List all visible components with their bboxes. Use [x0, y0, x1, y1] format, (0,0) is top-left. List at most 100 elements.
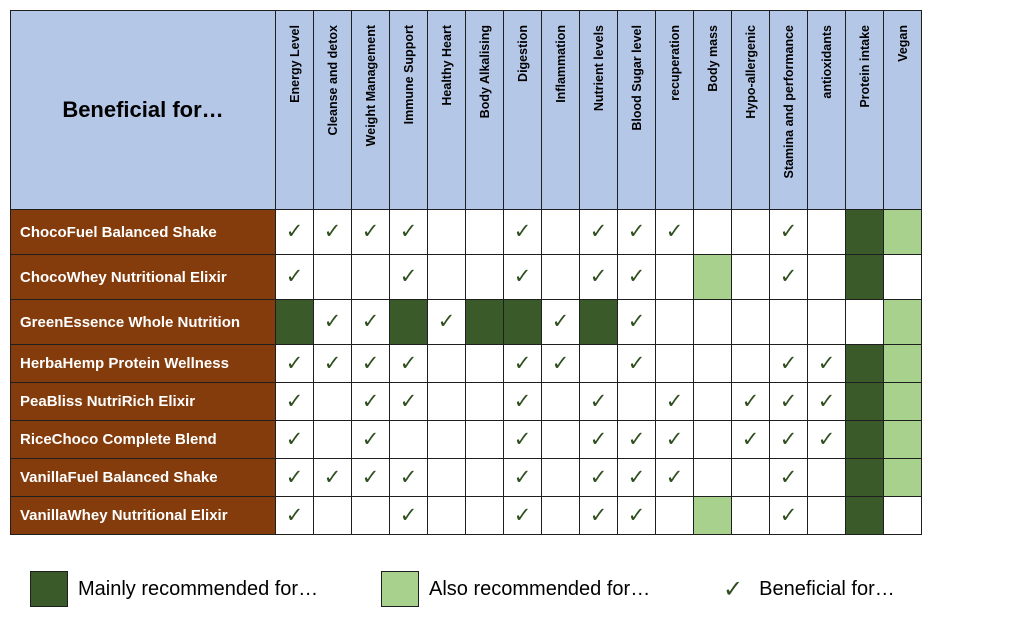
legend-item-check: ✓ Beneficial for…: [723, 569, 895, 609]
table-cell: [427, 209, 466, 255]
check-icon: ✓: [513, 389, 532, 413]
column-header: Cleanse and detox: [313, 10, 352, 210]
table-cell: ✓: [655, 420, 694, 459]
check-icon: ✓: [779, 220, 798, 243]
check-icon: ✓: [665, 220, 684, 243]
table-cell: ✓: [389, 344, 428, 383]
check-icon: ✓: [323, 351, 342, 375]
table-cell: ✓: [731, 420, 770, 459]
check-icon: ✓: [399, 389, 418, 413]
table-cell: ✓: [807, 420, 846, 459]
check-icon: ✓: [399, 265, 418, 288]
table-cell: [541, 458, 580, 497]
table-cell: [389, 420, 428, 459]
column-header-label: Cleanse and detox: [325, 25, 340, 136]
table-cell: ✓: [655, 458, 694, 497]
table-cell: ✓: [275, 209, 314, 255]
table-cell: ✓: [579, 458, 618, 497]
table-cell: [427, 344, 466, 383]
check-icon: ✓: [361, 351, 380, 375]
table-cell: [693, 299, 732, 345]
cell-also-recommended: [883, 458, 922, 497]
column-header-label: antioxidants: [819, 25, 834, 99]
product-name: HerbaHemp Protein Wellness: [10, 344, 276, 383]
check-icon: ✓: [741, 427, 760, 451]
check-icon: ✓: [437, 310, 456, 333]
table-cell: [541, 420, 580, 459]
table-cell: ✓: [617, 458, 656, 497]
table-cell: [617, 382, 656, 421]
check-icon: ✓: [399, 351, 418, 375]
table-cell: ✓: [617, 496, 656, 535]
column-header: Immune Support: [389, 10, 428, 210]
table-cell: ✓: [275, 344, 314, 383]
table-cell: [427, 458, 466, 497]
check-icon: ✓: [741, 389, 760, 413]
header-row: Beneficial for… Energy Level Cleanse and …: [10, 10, 922, 210]
column-header: Energy Level: [275, 10, 314, 210]
legend-label-also: Also recommended for…: [429, 577, 651, 600]
cell-mainly-recommended: [579, 299, 618, 345]
cell-also-recommended: [693, 254, 732, 300]
table-cell: [465, 420, 504, 459]
table-cell: ✓: [351, 382, 390, 421]
table-cell: ✓: [313, 344, 352, 383]
table-cell: ✓: [389, 209, 428, 255]
table-cell: [807, 496, 846, 535]
table-cell: [655, 344, 694, 383]
table-cell: [731, 344, 770, 383]
legend-item-also: Also recommended for…: [381, 569, 650, 609]
check-icon: ✓: [361, 389, 380, 413]
table-cell: ✓: [351, 299, 390, 345]
column-header: Blood Sugar level: [617, 10, 656, 210]
check-icon: ✓: [817, 389, 836, 413]
table-cell: ✓: [503, 254, 542, 300]
cell-also-recommended: [883, 209, 922, 255]
check-icon: ✓: [323, 465, 342, 489]
table-row: PeaBliss NutriRich Elixir ✓ ✓ ✓ ✓ ✓ ✓ ✓ ✓ ✓: [10, 382, 922, 421]
table-cell: ✓: [351, 344, 390, 383]
column-header: Body Alkalising: [465, 10, 504, 210]
cell-mainly-recommended: [845, 209, 884, 255]
table-cell: ✓: [541, 344, 580, 383]
check-icon: ✓: [627, 351, 646, 375]
check-icon: ✓: [361, 220, 380, 243]
table-cell: ✓: [807, 344, 846, 383]
table-cell: [313, 496, 352, 535]
check-icon: ✓: [627, 265, 646, 288]
check-icon: ✓: [513, 503, 532, 527]
column-header: Hypo-allergenic: [731, 10, 770, 210]
table-cell: [731, 209, 770, 255]
table-cell: ✓: [579, 209, 618, 255]
table-cell: ✓: [351, 458, 390, 497]
table-cell: ✓: [503, 496, 542, 535]
check-icon: ✓: [589, 427, 608, 451]
column-header-label: Healthy Heart: [439, 25, 454, 106]
check-icon: ✓: [513, 465, 532, 489]
table-cell: ✓: [769, 420, 808, 459]
table-cell: [541, 382, 580, 421]
table-cell: [693, 420, 732, 459]
column-header-label: Stamina and performance: [781, 25, 796, 179]
column-header-label: Weight Management: [363, 25, 378, 147]
table-cell: ✓: [655, 209, 694, 255]
check-icon: ✓: [627, 503, 646, 527]
check-icon: ✓: [285, 503, 304, 527]
check-icon: ✓: [399, 220, 418, 243]
table-cell: ✓: [655, 382, 694, 421]
column-header-label: Body mass: [705, 25, 720, 92]
table-cell: [465, 209, 504, 255]
check-icon: ✓: [627, 220, 646, 243]
product-name: VanillaWhey Nutritional Elixir: [10, 496, 276, 535]
table-cell: ✓: [579, 496, 618, 535]
table-cell: ✓: [617, 254, 656, 300]
check-icon: ✓: [779, 465, 798, 489]
check-icon: ✓: [285, 265, 304, 288]
table-cell: ✓: [617, 209, 656, 255]
check-icon: ✓: [551, 310, 570, 333]
column-header: Body mass: [693, 10, 732, 210]
table-row: HerbaHemp Protein Wellness ✓ ✓ ✓ ✓ ✓ ✓ ✓ ✓ ✓: [10, 344, 922, 383]
table-cell: [465, 458, 504, 497]
table-cell: [427, 254, 466, 300]
table-row: ChocoFuel Balanced Shake ✓ ✓ ✓ ✓ ✓ ✓ ✓ ✓ ✓: [10, 209, 922, 255]
